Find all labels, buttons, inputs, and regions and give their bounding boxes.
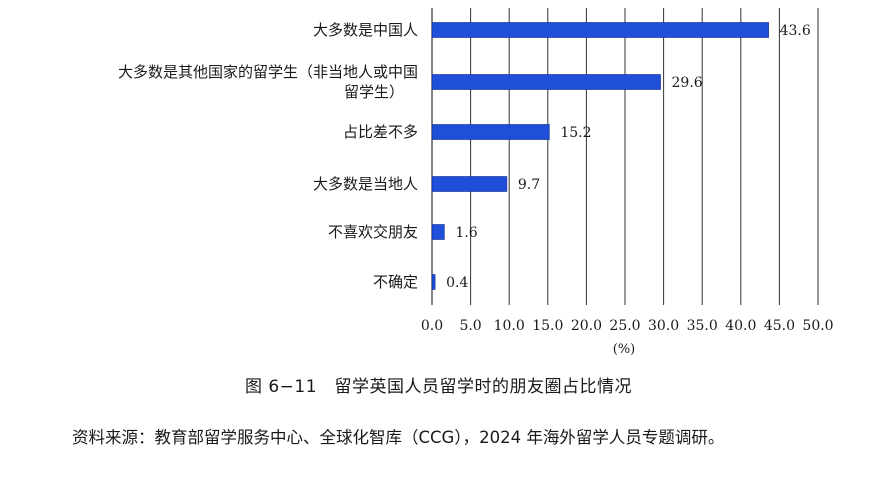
x-axis-label: (%) <box>613 342 636 357</box>
x-tick-label: 40.0 <box>725 318 756 334</box>
x-tick-label: 50.0 <box>802 318 833 334</box>
value-label: 1.6 <box>455 225 477 241</box>
x-tick-label: 25.0 <box>609 318 640 334</box>
x-tick-labels: 0.0 5.0 10.0 15.0 20.0 25.0 30.0 35.0 40.0 45.0 50… <box>421 318 834 334</box>
bar <box>431 22 769 38</box>
x-tick-label: 45.0 <box>764 318 795 334</box>
source-note: 资料来源：教育部留学服务中心、全球化智库（CCG），2024 年海外留学人员专题… <box>72 428 725 447</box>
category-label: 大多数是中国人 <box>313 21 418 39</box>
bar <box>431 274 436 290</box>
x-tick-label: 30.0 <box>648 318 679 334</box>
x-tick-label: 15.0 <box>532 318 563 334</box>
x-tick-label: 20.0 <box>571 318 602 334</box>
bar <box>431 176 508 192</box>
x-tick-label: 10.0 <box>494 318 525 334</box>
bar <box>431 74 661 90</box>
value-label: 29.6 <box>672 75 703 91</box>
value-labels: 43.6 29.6 15.2 9.7 1.6 0.4 <box>446 23 811 291</box>
value-label: 0.4 <box>446 275 468 291</box>
value-label: 15.2 <box>560 125 591 141</box>
figure-caption: 图 6−11 留学英国人员留学时的朋友圈占比情况 <box>244 377 633 397</box>
category-label: 不确定 <box>373 273 418 291</box>
bars <box>431 22 769 290</box>
category-label: 大多数是其他国家的留学生（非当地人或中国留学生） <box>118 63 418 101</box>
x-tick-label: 0.0 <box>421 318 443 334</box>
bar <box>431 124 550 140</box>
category-label: 大多数是当地人 <box>313 175 418 193</box>
gridlines <box>431 8 819 305</box>
x-tick-label: 35.0 <box>687 318 718 334</box>
value-label: 43.6 <box>780 23 811 39</box>
bar <box>431 224 445 240</box>
x-tick-label: 5.0 <box>459 318 481 334</box>
category-label: 不喜欢交朋友 <box>328 223 418 241</box>
category-label: 占比差不多 <box>343 123 418 141</box>
value-label: 9.7 <box>518 177 540 193</box>
